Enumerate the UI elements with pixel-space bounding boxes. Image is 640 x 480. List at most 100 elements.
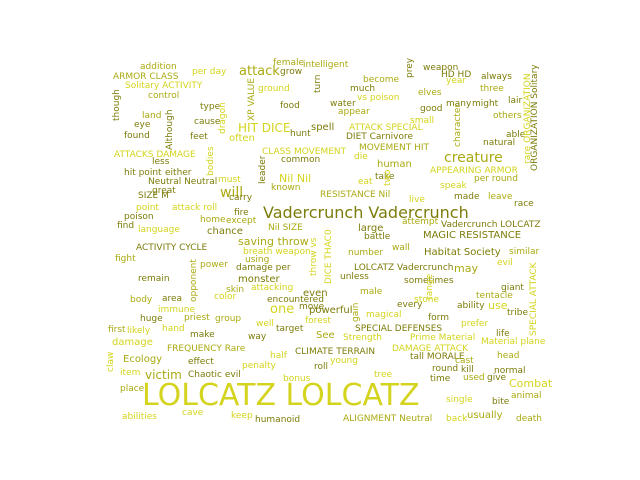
cloud-word: vs poison	[357, 93, 400, 103]
cloud-word: tall MORALE	[410, 352, 465, 362]
cloud-word: will	[220, 185, 244, 201]
cloud-word: DAMAGE ATTACK	[392, 344, 468, 354]
cloud-word: APPEARING ARMOR	[430, 166, 518, 176]
cloud-word: elves	[418, 88, 442, 98]
cloud-word: victim	[145, 368, 182, 382]
cloud-word: roll	[314, 362, 329, 372]
cloud-word: evil	[497, 258, 513, 268]
cloud-word: great	[152, 186, 176, 196]
cloud-word: found	[124, 131, 150, 141]
cloud-word: may	[454, 262, 478, 275]
cloud-word: good	[420, 104, 443, 114]
cloud-word: XP VALUE	[247, 77, 257, 121]
cloud-word: gain	[351, 302, 361, 322]
cloud-word: common	[281, 155, 321, 165]
cloud-word: live	[409, 195, 425, 205]
cloud-word: type	[200, 102, 221, 112]
cloud-word: usually	[467, 410, 503, 421]
cloud-word: though	[112, 89, 122, 121]
cloud-word: abilities	[122, 412, 157, 422]
cloud-word: ORGANIZATION Solitary	[530, 64, 540, 171]
cloud-word: time	[430, 374, 451, 384]
cloud-word: Solitary ACTIVITY	[125, 81, 203, 91]
cloud-word: cave	[182, 408, 204, 418]
cloud-word: Nil Nil	[279, 172, 312, 185]
cloud-word: less	[152, 157, 170, 167]
cloud-word: Habitat Society	[424, 247, 501, 258]
cloud-word: food	[280, 101, 300, 111]
cloud-word: young	[330, 356, 358, 366]
cloud-word: attempt	[402, 217, 439, 227]
cloud-word: death	[516, 414, 542, 424]
cloud-word: language	[138, 225, 180, 235]
cloud-word: small	[410, 116, 434, 126]
cloud-word: appear	[338, 107, 370, 117]
cloud-word: weapon	[423, 63, 459, 73]
cloud-word: keep	[231, 411, 253, 421]
cloud-word: powerful	[309, 305, 353, 316]
cloud-word: body	[130, 295, 153, 305]
cloud-word: able	[506, 130, 526, 140]
cloud-word: prey	[405, 57, 415, 78]
cloud-word: move	[299, 302, 325, 312]
cloud-word: carry	[229, 193, 253, 203]
cloud-word: LOLCATZ LOLCATZ	[142, 378, 420, 413]
cloud-word: SIZE M	[138, 191, 169, 201]
cloud-word: give	[487, 373, 507, 383]
cloud-word: Vadercrunch LOLCATZ	[441, 220, 541, 230]
cloud-word: sometimes	[404, 276, 454, 286]
cloud-word: likely	[127, 326, 151, 336]
cloud-word: Vadercrunch Vadercrunch	[263, 203, 469, 222]
cloud-word: Neutral Neutral	[148, 177, 218, 187]
cloud-word: ARMOR CLASS	[113, 72, 179, 82]
cloud-word: claw	[106, 351, 116, 372]
cloud-word: one	[270, 302, 295, 317]
cloud-word: find	[117, 221, 135, 231]
cloud-word: See	[316, 330, 335, 341]
cloud-word: LOLCATZ Vadercrunch	[354, 263, 454, 273]
cloud-word: DIET Carnivore	[346, 132, 414, 142]
cloud-word: cast	[455, 356, 474, 366]
cloud-word: spell	[311, 122, 335, 133]
cloud-word: wall	[392, 243, 410, 253]
cloud-word: HD HD	[441, 70, 472, 80]
cloud-word: throw vs	[309, 237, 319, 276]
cloud-word: eye	[134, 120, 151, 130]
cloud-word: speak	[440, 181, 467, 191]
cloud-word: hunt	[290, 129, 311, 139]
cloud-word: well	[256, 319, 274, 329]
cloud-word: per round	[474, 174, 518, 184]
cloud-word: ability	[457, 301, 485, 311]
cloud-word: RESISTANCE Nil	[320, 190, 391, 200]
cloud-word: HIT DICE	[238, 121, 291, 135]
cloud-word: life	[496, 329, 510, 339]
cloud-word: use	[488, 299, 508, 312]
cloud-word: used	[463, 373, 485, 383]
cloud-word: breath weapon	[243, 247, 311, 257]
cloud-word: magical	[366, 310, 402, 320]
cloud-word: Material plane	[481, 337, 546, 347]
cloud-word: head	[497, 351, 520, 361]
cloud-word: female	[273, 58, 305, 68]
cloud-word: made	[454, 192, 480, 202]
cloud-word: attack roll	[172, 203, 218, 213]
cloud-word: kill	[461, 365, 474, 375]
cloud-word: area	[162, 294, 183, 304]
cloud-word: Nil SIZE	[268, 223, 303, 233]
cloud-word: water	[330, 99, 356, 109]
cloud-word: land	[142, 111, 162, 121]
cloud-word: hit point	[124, 168, 162, 178]
cloud-word: Although	[165, 109, 175, 150]
cloud-word: ground	[258, 84, 290, 94]
cloud-word: make	[190, 330, 215, 340]
cloud-word: animal	[511, 391, 542, 401]
cloud-word: grow	[280, 67, 303, 77]
cloud-word: Ecology	[123, 354, 163, 365]
cloud-word: group	[215, 314, 242, 324]
cloud-word: ATTACKS DAMAGE	[114, 150, 196, 160]
cloud-word: lair	[508, 96, 523, 106]
cloud-word: back	[446, 414, 468, 424]
cloud-word: chance	[207, 226, 243, 237]
cloud-word: first	[108, 325, 126, 335]
cloud-word: target	[276, 324, 304, 334]
